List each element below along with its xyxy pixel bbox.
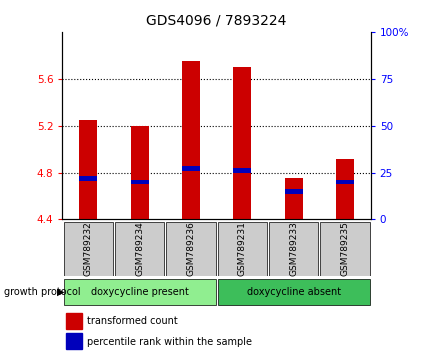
Bar xyxy=(284,189,302,194)
Bar xyxy=(65,313,82,329)
Title: GDS4096 / 7893224: GDS4096 / 7893224 xyxy=(146,14,286,28)
Bar xyxy=(284,178,302,219)
Bar xyxy=(233,169,251,173)
Text: doxycycline absent: doxycycline absent xyxy=(246,287,340,297)
Bar xyxy=(65,333,82,349)
Bar xyxy=(181,166,200,171)
Bar xyxy=(79,120,97,219)
Text: ▶: ▶ xyxy=(57,287,64,297)
Text: GSM789235: GSM789235 xyxy=(340,221,349,276)
Text: growth protocol: growth protocol xyxy=(4,287,81,297)
Text: percentile rank within the sample: percentile rank within the sample xyxy=(87,337,252,347)
Bar xyxy=(63,279,215,305)
Bar xyxy=(233,67,251,219)
Bar xyxy=(335,179,353,184)
Bar xyxy=(335,159,353,219)
Bar xyxy=(166,222,215,275)
Bar xyxy=(319,222,369,275)
Bar xyxy=(130,179,148,184)
Bar xyxy=(63,222,113,275)
Text: GSM789233: GSM789233 xyxy=(289,221,298,276)
Bar xyxy=(181,61,200,219)
Text: GSM789232: GSM789232 xyxy=(83,221,92,276)
Bar xyxy=(217,279,369,305)
Text: GSM789234: GSM789234 xyxy=(135,221,144,276)
Text: GSM789231: GSM789231 xyxy=(237,221,246,276)
Bar xyxy=(217,222,266,275)
Bar xyxy=(130,126,148,219)
Text: transformed count: transformed count xyxy=(87,316,178,326)
Text: doxycycline present: doxycycline present xyxy=(90,287,188,297)
Bar xyxy=(115,222,164,275)
Bar xyxy=(79,176,97,181)
Text: GSM789236: GSM789236 xyxy=(186,221,195,276)
Bar xyxy=(268,222,317,275)
